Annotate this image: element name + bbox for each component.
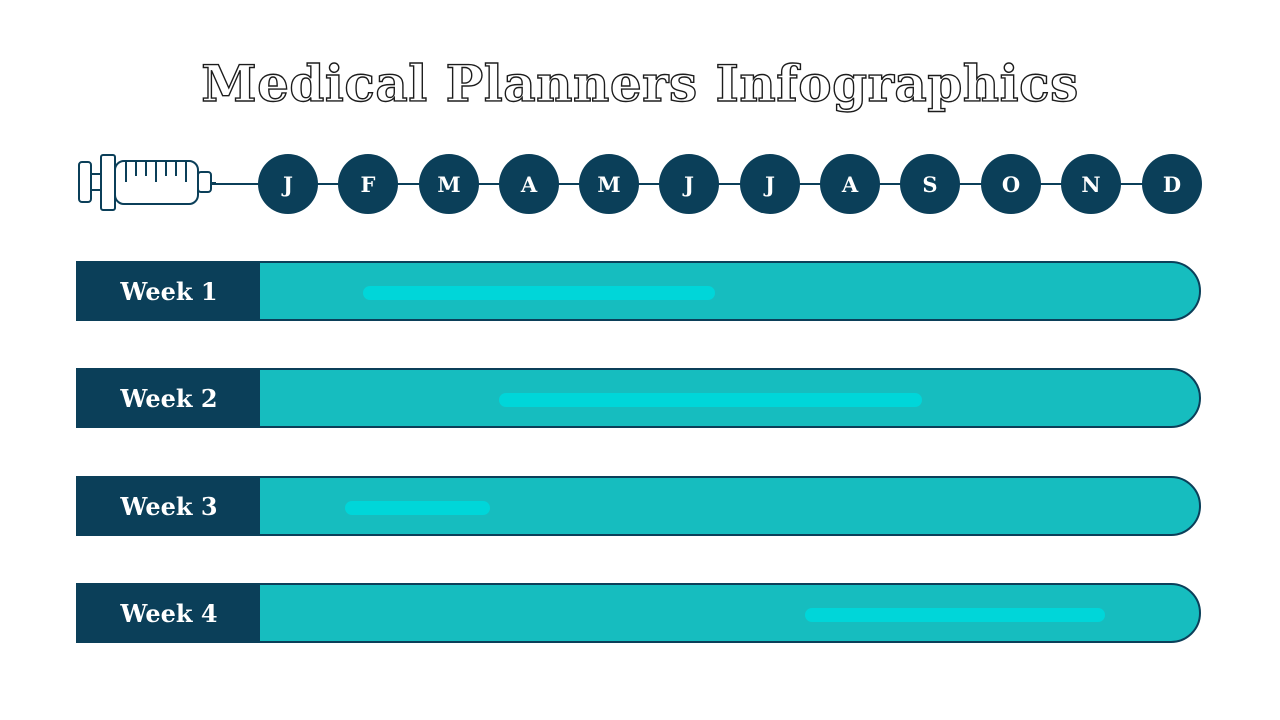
month-circle: N	[1061, 154, 1121, 214]
week-row: Week 3	[76, 476, 1201, 536]
week-label: Week 1	[78, 263, 260, 319]
week-progress-bar	[804, 608, 1106, 622]
month-circle: F	[338, 154, 398, 214]
week-label: Week 3	[78, 478, 260, 534]
syringe-icon	[78, 154, 216, 211]
month-circle: J	[740, 154, 800, 214]
month-circle: A	[820, 154, 880, 214]
week-progress-bar	[363, 286, 716, 300]
month-circle: J	[258, 154, 318, 214]
month-circle: M	[419, 154, 479, 214]
week-label: Week 4	[78, 585, 260, 641]
week-progress-bar	[344, 501, 491, 515]
month-circle: D	[1142, 154, 1202, 214]
week-label: Week 2	[78, 370, 260, 426]
month-circle: A	[499, 154, 559, 214]
week-row: Week 4	[76, 583, 1201, 643]
week-row: Week 1	[76, 261, 1201, 321]
week-progress-bar	[499, 393, 922, 407]
month-circle: M	[579, 154, 639, 214]
month-circle: J	[659, 154, 719, 214]
week-row: Week 2	[76, 368, 1201, 428]
page-title: Medical Planners Infographics	[201, 53, 1079, 113]
month-circle: S	[900, 154, 960, 214]
month-circle: O	[981, 154, 1041, 214]
